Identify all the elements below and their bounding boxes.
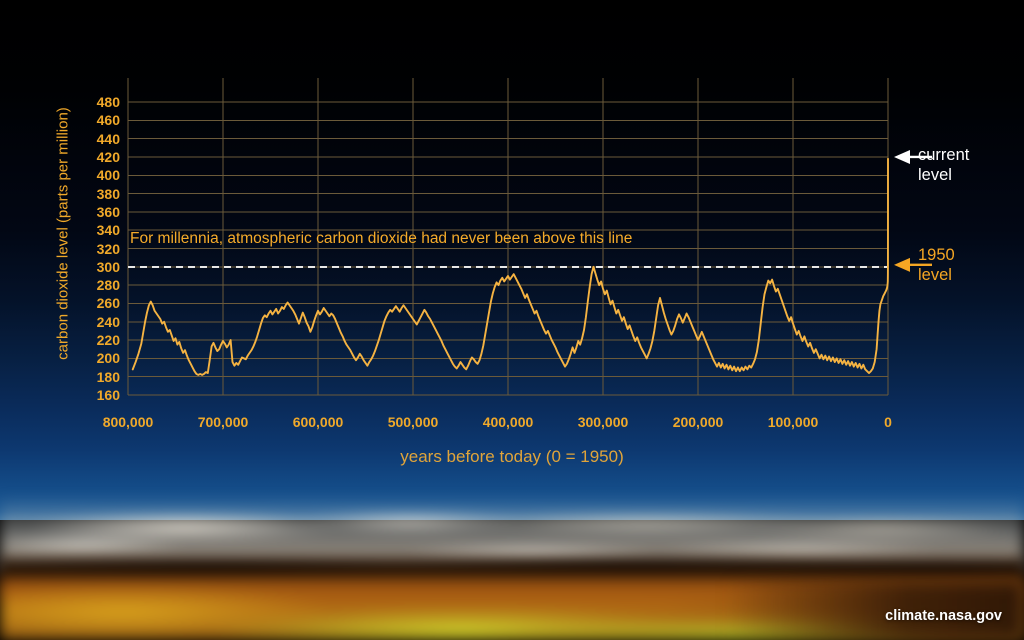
current-level-label-line1: current <box>918 146 970 164</box>
y-tick-label: 380 <box>96 185 120 202</box>
y-tick-label: 280 <box>96 277 120 294</box>
y-tick-label: 320 <box>96 240 120 257</box>
y-tick-label: 220 <box>96 332 120 349</box>
y-tick-label: 260 <box>96 295 120 312</box>
y-tick-label: 400 <box>96 167 120 184</box>
x-tick-label: 700,000 <box>197 414 249 430</box>
threshold-annotation: For millennia, atmospheric carbon dioxid… <box>130 230 633 247</box>
x-axis-title: years before today (0 = 1950) <box>400 447 624 466</box>
y-tick-label: 180 <box>96 368 120 385</box>
x-tick-label: 0 <box>884 414 892 430</box>
y-tick-label: 460 <box>96 112 120 129</box>
y-tick-label: 200 <box>96 350 120 367</box>
y-tick-label: 340 <box>96 222 120 239</box>
x-tick-label: 500,000 <box>387 414 439 430</box>
x-tick-label: 600,000 <box>292 414 344 430</box>
y-tick-label: 300 <box>96 258 120 275</box>
1950-level-label-line1: 1950 <box>918 246 955 264</box>
x-tick-label: 800,000 <box>102 414 154 430</box>
x-tick-label: 200,000 <box>672 414 724 430</box>
1950-level-label-line2: level <box>918 266 952 284</box>
y-tick-label: 420 <box>96 148 120 165</box>
ground-shadow-right <box>724 580 1024 640</box>
x-tick-label: 100,000 <box>767 414 819 430</box>
nasa-watermark: climate.nasa.gov <box>885 608 1002 624</box>
sky-gradient <box>0 0 1024 520</box>
y-tick-label: 160 <box>96 387 120 403</box>
x-tick-label: 400,000 <box>482 414 534 430</box>
current-level-label: current level <box>918 145 969 185</box>
y-tick-label: 360 <box>96 203 120 220</box>
y-tick-label: 240 <box>96 313 120 330</box>
1950-level-label: 1950 level <box>918 245 955 285</box>
x-tick-label: 300,000 <box>577 414 629 430</box>
y-tick-label: 480 <box>96 94 120 110</box>
y-tick-label: 440 <box>96 130 120 147</box>
current-level-label-line2: level <box>918 166 952 184</box>
